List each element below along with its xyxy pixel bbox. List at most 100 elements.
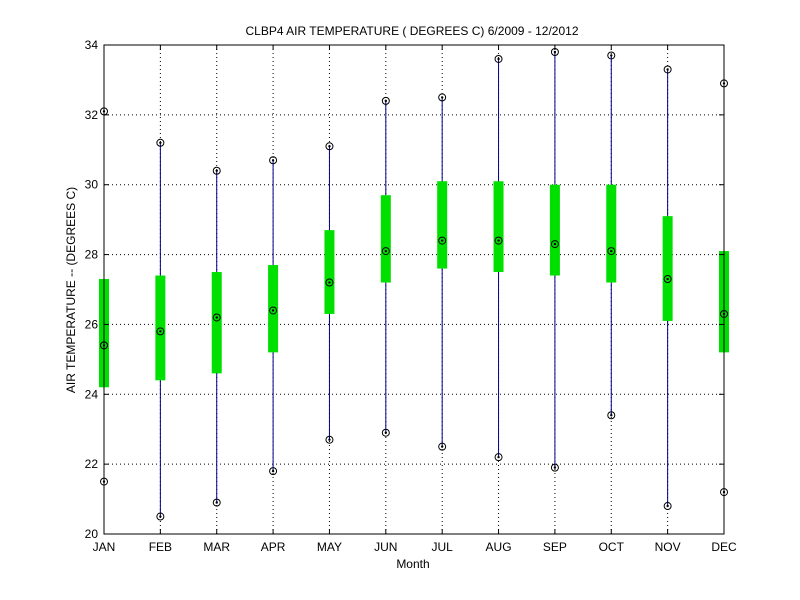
- min-marker: [212, 498, 221, 507]
- iqr-box: [268, 265, 279, 353]
- box-feb: [155, 138, 166, 521]
- x-tick-label: FEB: [149, 540, 172, 554]
- min-marker: [663, 502, 672, 511]
- box-series: [99, 47, 729, 521]
- min-marker: [325, 435, 334, 444]
- median-marker-dot: [610, 249, 613, 253]
- max-marker-dot: [159, 141, 162, 144]
- x-axis-label: Month: [396, 557, 429, 571]
- median-marker: [325, 278, 334, 287]
- box-oct: [606, 51, 617, 420]
- median-marker-dot: [666, 277, 669, 281]
- box-apr: [268, 156, 279, 476]
- max-marker: [325, 142, 334, 151]
- min-marker-dot: [610, 414, 613, 417]
- y-tick-label: 20: [85, 527, 99, 541]
- iqr-box: [437, 181, 448, 269]
- x-tick-label: MAR: [203, 540, 230, 554]
- y-tick-label: 30: [85, 178, 99, 192]
- min-marker: [438, 442, 447, 451]
- x-ticks: JAN FEB MAR APR MAY JUN JUL AUG SEP OCT NOV DEC: [93, 45, 737, 554]
- min-marker-dot: [159, 515, 162, 518]
- median-marker: [607, 247, 616, 256]
- min-marker-dot: [553, 466, 557, 469]
- min-marker-dot: [384, 431, 388, 434]
- median-marker: [269, 306, 278, 315]
- y-tick-label: 34: [85, 38, 99, 52]
- iqr-box: [324, 230, 335, 314]
- max-marker: [438, 93, 447, 102]
- max-marker-dot: [271, 159, 275, 162]
- min-marker-dot: [440, 445, 444, 448]
- x-tick-label: NOV: [655, 540, 681, 554]
- min-marker-dot: [328, 438, 331, 441]
- x-tick-label: DEC: [711, 540, 737, 554]
- x-tick-label: SEP: [543, 540, 567, 554]
- min-marker-dot: [215, 501, 218, 504]
- x-tick-label: AUG: [486, 540, 512, 554]
- iqr-box: [549, 184, 560, 276]
- max-marker-dot: [610, 54, 613, 57]
- box-mar: [211, 166, 222, 507]
- max-marker: [156, 138, 165, 147]
- chart-title: CLBP4 AIR TEMPERATURE ( DEGREES C) 6/200…: [245, 24, 578, 38]
- max-marker: [212, 166, 221, 175]
- median-marker: [381, 247, 390, 256]
- median-marker-dot: [215, 316, 218, 319]
- y-tick-label: 24: [85, 387, 99, 401]
- x-tick-label: MAY: [317, 540, 342, 554]
- max-marker-dot: [440, 96, 444, 99]
- median-marker: [156, 327, 165, 336]
- min-marker-dot: [271, 469, 275, 473]
- median-marker: [438, 236, 447, 245]
- max-marker-dot: [328, 145, 331, 148]
- x-tick-label: JUL: [432, 540, 454, 554]
- min-marker: [381, 428, 390, 437]
- min-marker: [269, 467, 278, 476]
- max-marker: [663, 65, 672, 74]
- max-marker-dot: [497, 57, 500, 61]
- median-marker: [212, 313, 221, 322]
- median-marker-dot: [440, 239, 444, 242]
- iqr-box: [211, 272, 222, 374]
- median-marker: [663, 275, 672, 284]
- median-marker-dot: [384, 249, 388, 253]
- max-marker-dot: [553, 50, 557, 54]
- min-marker: [494, 453, 503, 462]
- median-marker-dot: [497, 239, 500, 242]
- y-axis-label: AIR TEMPERATURE -- (DEGREES C): [64, 187, 78, 393]
- iqr-box: [380, 195, 391, 283]
- median-marker: [550, 240, 559, 249]
- box-jul: [437, 93, 448, 451]
- min-marker: [156, 512, 165, 521]
- x-tick-label: JUN: [374, 540, 397, 554]
- median-marker-dot: [553, 242, 557, 246]
- max-marker-dot: [666, 68, 669, 71]
- median-marker-dot: [328, 281, 331, 284]
- box-may: [324, 142, 335, 444]
- box-sep: [549, 47, 560, 472]
- max-marker: [607, 51, 616, 60]
- y-tick-label: 32: [85, 108, 99, 122]
- x-tick-label: JAN: [93, 540, 116, 554]
- x-tick-label: OCT: [599, 540, 625, 554]
- min-marker: [607, 411, 616, 420]
- y-ticks: 20 22 24 26 28 30 32 34: [85, 38, 724, 541]
- min-marker: [550, 463, 559, 472]
- iqr-box: [606, 184, 617, 283]
- median-marker-dot: [271, 309, 275, 312]
- x-tick-label: APR: [261, 540, 286, 554]
- max-marker-dot: [215, 169, 218, 172]
- median-marker-dot: [159, 330, 162, 333]
- iqr-box: [662, 216, 673, 321]
- y-tick-label: 26: [85, 317, 99, 331]
- y-tick-label: 22: [85, 457, 99, 471]
- grid: [104, 45, 724, 534]
- median-marker: [494, 236, 503, 245]
- min-marker-dot: [497, 455, 500, 459]
- plot-frame: [103, 44, 725, 535]
- iqr-box: [493, 181, 504, 273]
- box-nov: [662, 65, 673, 511]
- max-marker-dot: [384, 99, 388, 103]
